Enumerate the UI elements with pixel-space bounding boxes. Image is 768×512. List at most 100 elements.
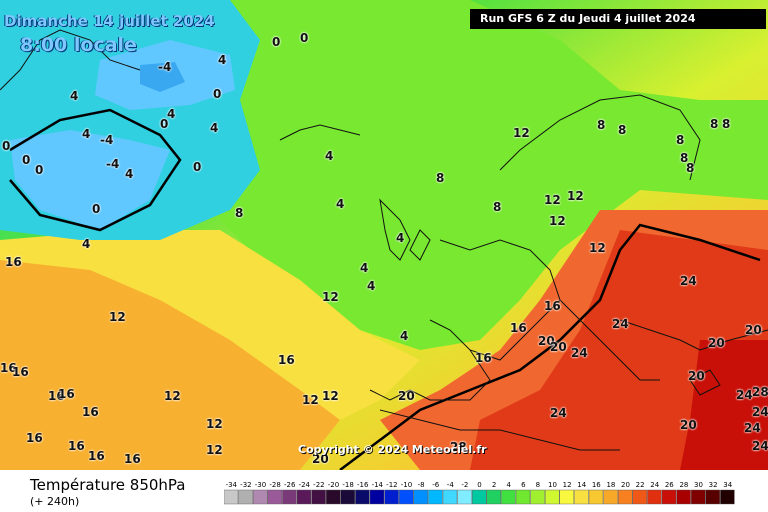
coastlines: [0, 29, 768, 451]
contour-label: 24: [550, 406, 567, 420]
parameter-title: Température 850hPa: [30, 476, 186, 494]
contour-label: 4: [367, 279, 376, 293]
scale-swatch: [676, 489, 691, 505]
contour-label: 8: [618, 123, 627, 137]
scale-label: 32: [709, 481, 718, 489]
scale-label: 12: [563, 481, 572, 489]
contour-label: 20: [538, 334, 555, 348]
scale-label: 28: [679, 481, 688, 489]
contour-label: 16: [475, 351, 492, 365]
scale-label: -34: [226, 481, 238, 489]
scale-swatch: [647, 489, 662, 505]
scale-swatch: [238, 489, 253, 505]
scale-label: 2: [492, 481, 496, 489]
contour-label: 16: [82, 405, 99, 419]
contour-label: 24: [736, 388, 753, 402]
copyright-notice: Copyright © 2024 Meteociel.fr: [298, 443, 487, 456]
contour-label: 12: [513, 126, 530, 140]
scale-swatch: [545, 489, 560, 505]
scale-swatch: [311, 489, 326, 505]
scale-swatch: [398, 489, 414, 505]
scale-label: -10: [401, 481, 412, 489]
contour-label: 24: [744, 421, 761, 435]
scale-label: 16: [592, 481, 601, 489]
forecast-hour: 8:00 locale: [20, 34, 137, 56]
contour-label: 16: [124, 452, 141, 466]
scale-swatch: [501, 489, 516, 505]
scale-label: 26: [665, 481, 674, 489]
contour-label: 0: [160, 117, 169, 131]
contour-label: 0: [92, 202, 101, 216]
contour-label: 8: [676, 133, 685, 147]
contour-label: 20: [745, 323, 762, 337]
scale-label: -28: [269, 481, 280, 489]
scale-label: 34: [723, 481, 732, 489]
contour-label: 0: [35, 163, 44, 177]
scale-label: -12: [386, 481, 397, 489]
zone-8-12: [150, 0, 768, 350]
contour-label: 4: [82, 237, 91, 251]
scale-label: 8: [536, 481, 540, 489]
contour-label: 24: [680, 274, 697, 288]
scale-label: 0: [477, 481, 481, 489]
run-info: Run GFS 6 Z du Jeudi 4 juillet 2024: [470, 9, 766, 29]
contour-label: 12: [206, 417, 223, 431]
contour-label: 20: [708, 336, 725, 350]
scale-label: 20: [621, 481, 630, 489]
contour-label: 20: [312, 452, 329, 466]
scale-swatch: [267, 489, 282, 505]
contour-label: 12: [322, 290, 339, 304]
scale-label: 30: [694, 481, 703, 489]
scale-swatch: [632, 489, 647, 505]
contour-label: 20: [688, 369, 705, 383]
contour-label: 24: [752, 405, 768, 419]
scale-swatch: [705, 489, 720, 505]
scale-swatch: [428, 489, 443, 505]
contour-label: 4: [325, 149, 334, 163]
contour-label: 4: [82, 127, 91, 141]
scale-swatch: [224, 489, 239, 505]
scale-swatch: [720, 489, 735, 505]
scale-swatch: [471, 489, 487, 505]
contour-label: 4: [360, 261, 369, 275]
contour-label: 12: [549, 214, 566, 228]
contour-label: 24: [571, 346, 588, 360]
contour-label: 0: [272, 35, 281, 49]
scale-swatch: [340, 489, 356, 505]
contour-label: -4: [158, 60, 172, 74]
scale-label: 4: [506, 481, 511, 489]
contour-label: 12: [544, 193, 561, 207]
contour-label: 4: [400, 329, 409, 343]
contour-label: 12: [206, 443, 223, 457]
contour-label: 16: [278, 353, 295, 367]
scale-swatch: [574, 489, 589, 505]
isotherm-zero: [9, 108, 182, 232]
scale-swatch: [253, 489, 268, 505]
contour-label: 12: [109, 310, 126, 324]
contour-label: 24: [752, 439, 768, 453]
scale-label: 10: [548, 481, 557, 489]
scale-swatch: [355, 489, 370, 505]
scale-swatch: [486, 489, 501, 505]
scale-label: 14: [577, 481, 586, 489]
scale-label: -18: [342, 481, 353, 489]
scale-label: -14: [372, 481, 384, 489]
contour-label: 16: [68, 439, 85, 453]
contour-label: 16: [26, 431, 43, 445]
contour-label: 16: [544, 299, 561, 313]
contour-label: 8: [493, 200, 502, 214]
scale-swatch: [603, 489, 618, 505]
lead-time: (+ 240h): [30, 495, 80, 508]
contour-label: 4: [210, 121, 219, 135]
contour-label: 0: [213, 87, 222, 101]
scale-label: 18: [606, 481, 615, 489]
contour-label: -4: [106, 157, 120, 171]
scale-swatch: [588, 489, 604, 505]
contour-label: 16: [88, 449, 105, 463]
contour-label: 8: [597, 118, 606, 132]
contour-label: 28: [752, 385, 768, 399]
contour-label: 0: [193, 160, 202, 174]
scale-swatch: [691, 489, 706, 505]
contour-label: 8: [710, 117, 719, 131]
scale-label: -32: [240, 481, 251, 489]
